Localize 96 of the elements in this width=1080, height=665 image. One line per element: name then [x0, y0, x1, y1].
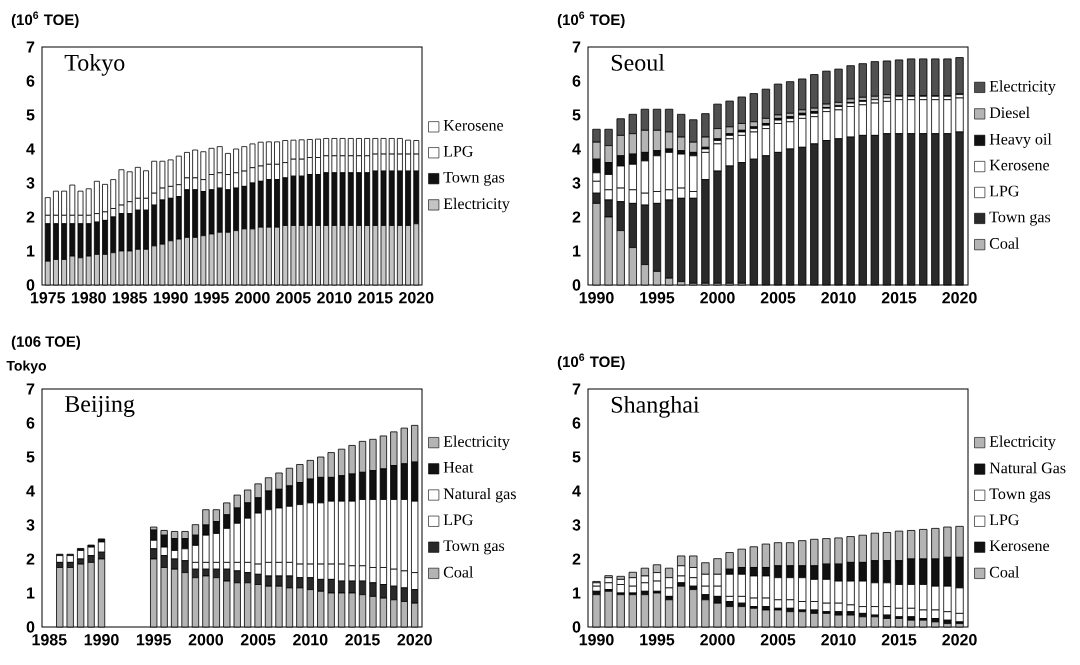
legend-label: LPG — [989, 514, 1019, 526]
x-tick-label: 2005 — [276, 292, 311, 304]
y-tick-label: 5 — [26, 109, 35, 121]
x-tick-label: 2000 — [700, 292, 735, 304]
y-tick-label: 0 — [26, 621, 35, 633]
y-tick-label: 1 — [573, 587, 581, 599]
y-tick-label: 2 — [26, 211, 35, 223]
x-tick-label: 2015 — [881, 292, 917, 304]
y-tick-label: 7 — [26, 41, 35, 53]
y-axis-title: (10$^{6}$ TOE) — [11, 11, 79, 29]
x-tick-label: 1990 — [84, 634, 119, 646]
legend-label: Diesel — [989, 106, 1030, 119]
legend-label: Town gas — [443, 171, 505, 186]
legend-label: Electricity — [989, 435, 1056, 451]
legend-label: Coal — [443, 566, 474, 578]
y-tick-label: 4 — [26, 485, 35, 497]
x-tick-label: 1995 — [640, 634, 675, 646]
legend-label: Kerosene — [989, 540, 1050, 552]
legend-label: LPG — [989, 185, 1019, 197]
x-tick-label: 2015 — [345, 634, 380, 646]
x-tick-label: 2005 — [760, 634, 796, 646]
x-tick-label: 1995 — [136, 634, 172, 646]
x-tick-label: 2020 — [399, 292, 434, 304]
x-tick-label: 2020 — [942, 292, 977, 304]
x-tick-label: 1990 — [579, 292, 614, 304]
x-tick-label: 2020 — [397, 634, 432, 646]
legend-label: Electricity — [443, 197, 510, 213]
x-tick-label: 2020 — [942, 634, 977, 646]
y-tick-label: 1 — [27, 587, 35, 599]
y-tick-label: 3 — [572, 519, 581, 531]
y-tick-label: 6 — [26, 417, 35, 429]
y-tick-label: 4 — [26, 143, 35, 155]
x-tick-label: 2010 — [821, 634, 856, 646]
x-tick-label: 1985 — [112, 292, 147, 304]
legend-label: LPG — [443, 514, 473, 526]
x-tick-label: 2000 — [188, 634, 224, 646]
x-tick-label: 2010 — [293, 634, 328, 646]
x-tick-label: 1985 — [32, 634, 67, 646]
y-tick-label: 4 — [572, 485, 581, 497]
x-tick-label: 1995 — [194, 292, 229, 304]
legend-label: Kerosene — [443, 120, 504, 131]
y-tick-label: 4 — [572, 143, 581, 155]
x-tick-label: 1995 — [640, 292, 675, 304]
legend-label: Natural Gas — [989, 462, 1066, 474]
y-axis-title: (10$^{6}$ TOE) — [557, 11, 625, 29]
y-tick-label: 3 — [26, 177, 35, 189]
y-tick-label: 1 — [573, 245, 581, 257]
x-tick-label: 1975 — [30, 292, 66, 304]
y-tick-label: 0 — [572, 621, 581, 633]
x-tick-label: 1980 — [71, 292, 106, 304]
legend-label: LPG — [443, 145, 473, 157]
y-tick-label: 3 — [26, 519, 35, 531]
legend-label: Heat — [443, 462, 474, 473]
x-tick-label: 2015 — [358, 292, 393, 304]
y-tick-label: 5 — [26, 451, 35, 463]
x-tick-label: 1990 — [153, 292, 188, 304]
legend-label: Heavy oil — [989, 133, 1052, 148]
y-tick-label: 7 — [572, 41, 581, 53]
y-axis-title: (10$^{6}$ TOE) — [557, 353, 625, 371]
y-tick-label: 5 — [572, 451, 581, 463]
legend-label: Electricity — [989, 80, 1056, 95]
x-tick-label: 2005 — [760, 292, 796, 304]
y-tick-label: 3 — [572, 177, 581, 189]
x-tick-label: 1990 — [579, 634, 614, 646]
legend-label: Natural gas — [443, 487, 516, 503]
y-tick-label: 6 — [26, 75, 35, 87]
chart-title: Tokyo — [64, 53, 125, 76]
legend-label: Kerosene — [989, 159, 1050, 171]
y-tick-label: 7 — [26, 383, 35, 395]
x-tick-label: 2010 — [821, 292, 856, 304]
x-tick-label: 2005 — [240, 634, 276, 646]
x-tick-label: 2000 — [700, 634, 735, 646]
text: Tokyo — [6, 360, 47, 374]
chart-title: Beijing — [64, 395, 135, 418]
y-tick-label: 2 — [572, 211, 581, 223]
y-tick-label: 2 — [572, 553, 581, 565]
x-tick-label: 2010 — [317, 292, 352, 304]
x-tick-label: 2015 — [881, 634, 917, 646]
legend-label: Coal — [989, 566, 1020, 578]
y-tick-label: 0 — [26, 279, 35, 291]
y-tick-label: 5 — [572, 109, 581, 121]
legend-label: Coal — [989, 237, 1020, 249]
y-tick-label: 1 — [27, 245, 35, 257]
legend-label: Town gas — [989, 211, 1051, 226]
legend-label: Town gas — [989, 488, 1051, 503]
x-tick-label: 2000 — [235, 292, 270, 304]
y-tick-label: 6 — [572, 75, 581, 87]
legend-label: Electricity — [443, 435, 510, 451]
chart-title: Shanghai — [611, 395, 700, 418]
y-tick-label: 0 — [572, 279, 581, 291]
y-tick-label: 2 — [26, 553, 35, 565]
y-tick-label: 7 — [572, 383, 581, 395]
y-axis-title: (106 TOE) — [11, 335, 81, 350]
legend-label: Town gas — [443, 540, 505, 555]
chart-title: Seoul — [611, 53, 665, 71]
y-tick-label: 6 — [572, 417, 581, 429]
